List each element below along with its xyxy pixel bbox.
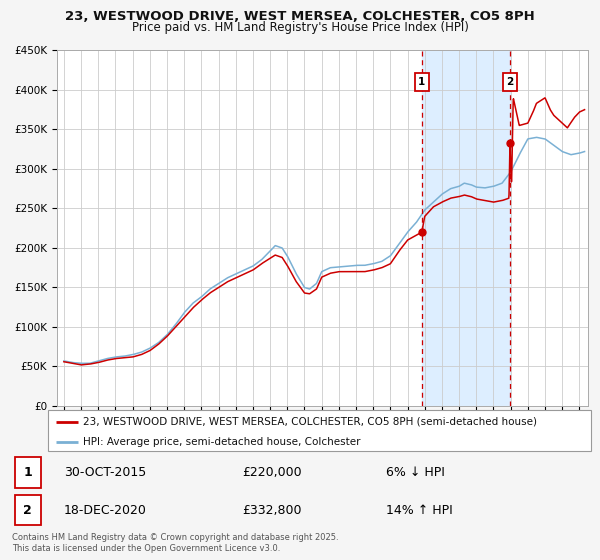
Text: 2: 2: [506, 77, 514, 87]
Text: 14% ↑ HPI: 14% ↑ HPI: [386, 504, 453, 517]
Text: 2: 2: [23, 504, 32, 517]
Text: 30-OCT-2015: 30-OCT-2015: [64, 466, 146, 479]
Text: £332,800: £332,800: [242, 504, 302, 517]
Text: 6% ↓ HPI: 6% ↓ HPI: [386, 466, 445, 479]
Bar: [422, 50, 510, 406]
Bar: [15, 458, 41, 488]
Text: £220,000: £220,000: [242, 466, 302, 479]
Text: Price paid vs. HM Land Registry's House Price Index (HPI): Price paid vs. HM Land Registry's House …: [131, 21, 469, 34]
Text: 23, WESTWOOD DRIVE, WEST MERSEA, COLCHESTER, CO5 8PH: 23, WESTWOOD DRIVE, WEST MERSEA, COLCHES…: [65, 10, 535, 22]
Text: Contains HM Land Registry data © Crown copyright and database right 2025.
This d: Contains HM Land Registry data © Crown c…: [12, 533, 338, 553]
Text: 23, WESTWOOD DRIVE, WEST MERSEA, COLCHESTER, CO5 8PH (semi-detached house): 23, WESTWOOD DRIVE, WEST MERSEA, COLCHES…: [83, 417, 537, 427]
Text: 1: 1: [418, 77, 425, 87]
Text: 1: 1: [23, 466, 32, 479]
Text: 18-DEC-2020: 18-DEC-2020: [64, 504, 147, 517]
FancyBboxPatch shape: [48, 410, 591, 451]
Text: HPI: Average price, semi-detached house, Colchester: HPI: Average price, semi-detached house,…: [83, 437, 361, 447]
Bar: [15, 495, 41, 525]
